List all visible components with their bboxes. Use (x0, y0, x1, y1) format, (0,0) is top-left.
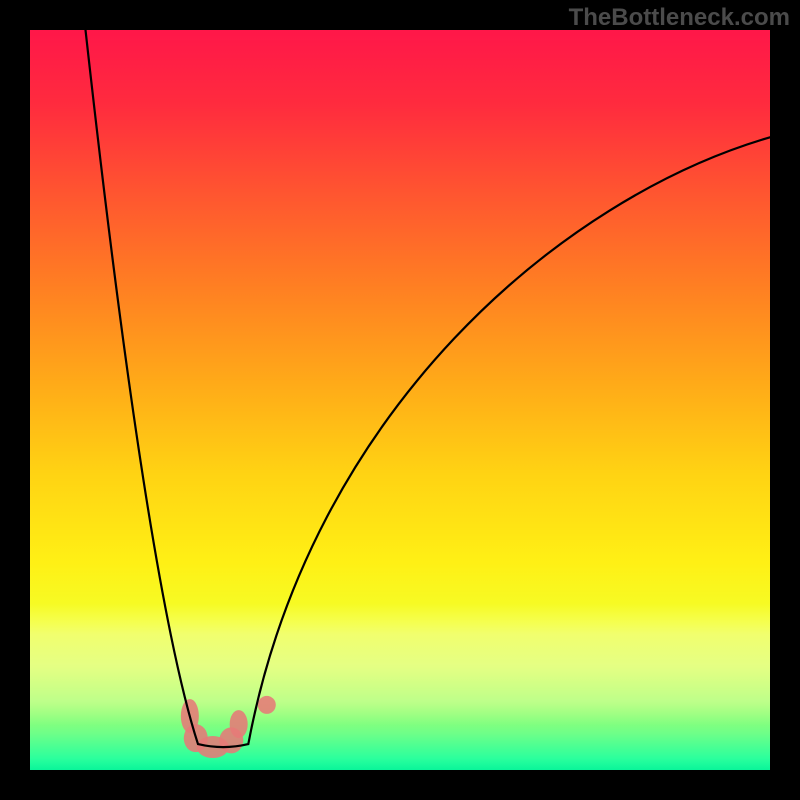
chart-svg (0, 0, 800, 800)
watermark-text: TheBottleneck.com (569, 4, 790, 32)
highlight-dot (258, 696, 276, 714)
chart-container: TheBottleneck.com (0, 0, 800, 800)
pale-yellow-band (30, 604, 770, 726)
